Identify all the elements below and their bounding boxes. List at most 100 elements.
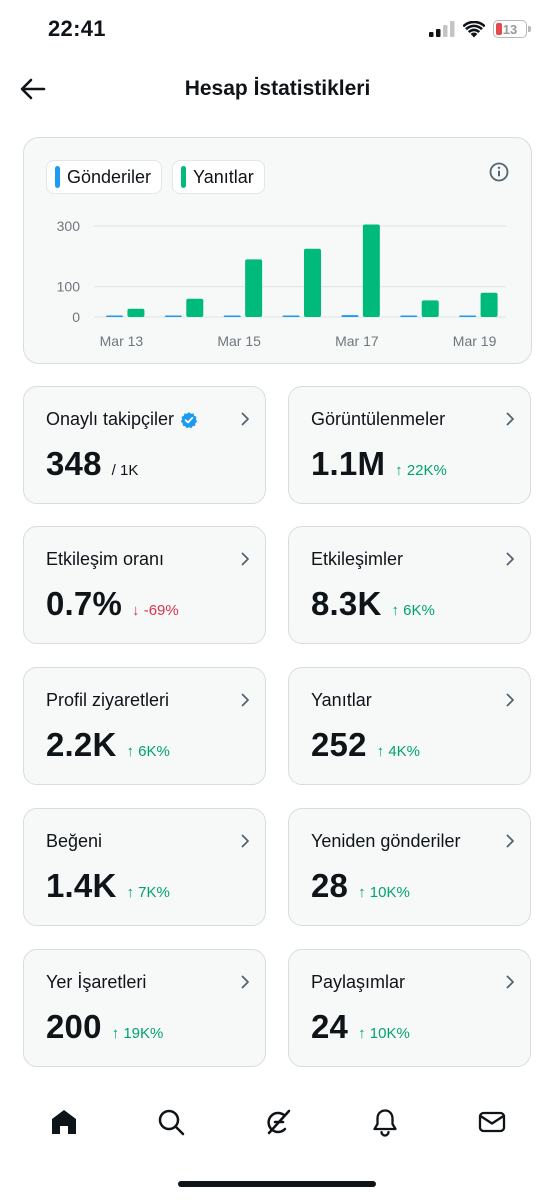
- stat-label: Yer İşaretleri: [46, 972, 147, 992]
- mail-icon: [478, 1111, 505, 1133]
- x-tick-label: Mar 13: [100, 333, 144, 349]
- stat-value-row: 200 ↑ 19K%: [46, 1008, 163, 1046]
- stat-value: 24: [311, 1008, 349, 1045]
- stat-value-row: 1.1M ↑ 22K%: [311, 445, 447, 483]
- home-indicator: [178, 1181, 376, 1187]
- stat-value-row: 1.4K ↑ 7K%: [46, 867, 170, 905]
- tab-search[interactable]: [146, 1097, 196, 1147]
- bar-replies[interactable]: [421, 300, 439, 317]
- stat-card[interactable]: Yeniden gönderiler 28 ↑ 10K%: [288, 808, 531, 926]
- stat-value: 8.3K: [311, 585, 382, 622]
- stat-label-row: Beğeni: [46, 831, 102, 852]
- stat-change: ↑ 6K%: [391, 602, 435, 619]
- stat-label: Etkileşim oranı: [46, 549, 165, 569]
- x-tick-label: Mar 15: [217, 333, 261, 349]
- battery-level: 13: [502, 21, 518, 37]
- stat-value: 2.2K: [46, 726, 117, 763]
- signal-icon: [429, 21, 455, 37]
- bell-icon: [372, 1109, 397, 1137]
- stat-value-row: 348 / 1K: [46, 445, 138, 483]
- stat-change: ↑ 4K%: [376, 743, 421, 760]
- info-icon[interactable]: [487, 160, 511, 184]
- stat-label-row: Profil ziyaretleri: [46, 690, 169, 711]
- chart-card: 300 100 0 Mar 13 Mar 15 Mar 17 Mar 19 Gönderil…: [23, 137, 532, 364]
- bar-posts[interactable]: [164, 315, 182, 318]
- stat-label: Beğeni: [46, 831, 103, 851]
- stat-card[interactable]: Profil ziyaretleri 2.2K ↑ 6K%: [23, 667, 266, 785]
- stat-card[interactable]: Yer İşaretleri 200 ↑ 19K%: [23, 949, 266, 1067]
- bar-replies[interactable]: [480, 292, 498, 317]
- battery-icon: 13: [493, 20, 531, 38]
- stat-label: Profil ziyaretleri: [46, 690, 170, 710]
- chevron-right-icon: [506, 693, 514, 707]
- stat-card[interactable]: Yanıtlar 252 ↑ 4K%: [288, 667, 531, 785]
- arrow-left-icon: [20, 78, 46, 100]
- stat-label-row: Yanıtlar: [311, 690, 372, 711]
- home-icon: [51, 1110, 76, 1134]
- stat-card[interactable]: Beğeni 1.4K ↑ 7K%: [23, 808, 266, 926]
- status-time: 22:41: [48, 16, 106, 41]
- stat-value-row: 24 ↑ 10K%: [311, 1008, 410, 1046]
- bar-replies[interactable]: [304, 248, 321, 317]
- stat-card[interactable]: Etkileşim oranı 0.7% ↓ -69%: [23, 526, 266, 644]
- stat-value: 200: [46, 1008, 102, 1045]
- tab-grok[interactable]: [253, 1097, 303, 1147]
- bar-replies[interactable]: [127, 308, 145, 317]
- stat-change: ↓ -69%: [132, 602, 179, 619]
- stat-card[interactable]: Paylaşımlar 24 ↑ 10K%: [288, 949, 531, 1067]
- stat-label: Görüntülenmeler: [311, 409, 446, 429]
- y-tick-label: 100: [57, 279, 81, 295]
- bar-posts[interactable]: [223, 315, 241, 318]
- chevron-right-icon: [241, 975, 249, 989]
- bar-posts[interactable]: [282, 315, 300, 318]
- bar-posts[interactable]: [106, 315, 123, 318]
- bar-replies[interactable]: [245, 259, 263, 317]
- legend-item-posts[interactable]: Gönderiler: [46, 160, 163, 194]
- tab-messages[interactable]: [467, 1097, 517, 1147]
- stat-value-row: 28 ↑ 10K%: [311, 867, 410, 905]
- x-tick-label: Mar 17: [335, 333, 379, 349]
- bar-replies[interactable]: [362, 224, 380, 317]
- bar-chart: 300 100 0 Mar 13 Mar 15 Mar 17 Mar 19: [57, 218, 506, 349]
- chart-legend: Gönderiler Yanıtlar: [46, 160, 265, 194]
- chevron-right-icon: [506, 834, 514, 848]
- stat-label: Paylaşımlar: [311, 972, 406, 992]
- chevron-right-icon: [241, 412, 249, 426]
- stat-change: ↑ 10K%: [358, 884, 410, 901]
- grok-icon: [266, 1109, 290, 1135]
- stat-value-row: 2.2K ↑ 6K%: [46, 726, 170, 764]
- tab-notifications[interactable]: [360, 1097, 410, 1147]
- stat-label-row: Paylaşımlar: [311, 972, 405, 993]
- stat-value: 1.1M: [311, 445, 386, 482]
- stat-card[interactable]: Görüntülenmeler 1.1M ↑ 22K%: [288, 386, 531, 504]
- bar-posts[interactable]: [341, 315, 359, 317]
- tab-home[interactable]: [39, 1097, 89, 1147]
- stat-change: ↑ 6K%: [126, 743, 170, 760]
- verified-badge-icon: [180, 411, 198, 428]
- page-title: Hesap İstatistikleri: [184, 77, 371, 100]
- chevron-right-icon: [506, 975, 514, 989]
- stat-value: 28: [311, 867, 349, 904]
- legend-swatch-replies: [181, 166, 187, 188]
- legend-label-replies: Yanıtlar: [193, 166, 254, 187]
- legend-item-replies[interactable]: Yanıtlar: [172, 160, 265, 194]
- stat-label-row: Yer İşaretleri: [46, 972, 146, 993]
- y-tick-label: 0: [72, 309, 80, 325]
- stat-value-row: 8.3K ↑ 6K%: [311, 585, 435, 623]
- stat-card[interactable]: Onaylı takipçiler 348 / 1K: [23, 386, 266, 504]
- chevron-right-icon: [506, 412, 514, 426]
- stat-label-row: Yeniden gönderiler: [311, 831, 460, 852]
- stat-value-row: 252 ↑ 4K%: [311, 726, 420, 764]
- stat-label-row: Etkileşimler: [311, 549, 403, 570]
- search-icon: [158, 1109, 184, 1136]
- back-button[interactable]: [16, 72, 50, 106]
- bar-replies[interactable]: [186, 298, 204, 317]
- stat-card[interactable]: Etkileşimler 8.3K ↑ 6K%: [288, 526, 531, 644]
- bar-posts[interactable]: [459, 315, 477, 318]
- stat-value-row: 0.7% ↓ -69%: [46, 585, 179, 623]
- bar-posts[interactable]: [400, 315, 418, 318]
- stat-value: 0.7%: [46, 585, 123, 622]
- status-bar: 22:41 13: [0, 0, 555, 60]
- stat-label: Onaylı takipçiler: [46, 409, 175, 429]
- stat-change: ↑ 7K%: [126, 884, 170, 901]
